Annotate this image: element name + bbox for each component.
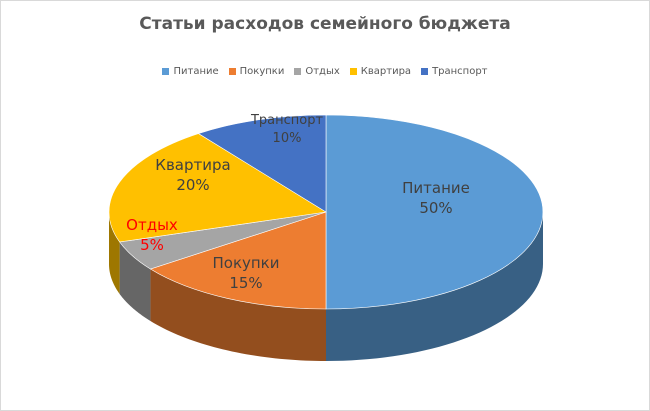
slice-category-label: Квартира (155, 156, 230, 174)
slice-value-label: 10% (273, 131, 302, 146)
slice-category-label: Питание (402, 179, 470, 197)
legend-item: Питание (162, 66, 219, 77)
legend-label: Квартира (360, 66, 412, 77)
slice-value-label: 20% (176, 176, 209, 194)
slice-category-label: Отдых (126, 216, 178, 234)
legend-swatch (162, 68, 170, 75)
pie-slice-side-2 (150, 269, 326, 361)
slice-value-label: 50% (419, 199, 452, 217)
pie-slice-Квартира (108, 133, 327, 243)
pie-slice-Покупки (149, 211, 327, 310)
legend-label: Питание (173, 66, 219, 77)
slice-category-label: Покупки (212, 254, 279, 272)
slice-category-label: Транспорт (250, 113, 324, 128)
legend-item: Квартира (349, 66, 412, 77)
legend-swatch (294, 68, 302, 75)
legend-label: Отдых (305, 66, 340, 77)
legend-item: Покупки (228, 66, 285, 77)
legend-swatch (349, 68, 357, 75)
chart-legend: Питание Покупки Отдых Квартира Транспорт (0, 66, 650, 77)
chart-title: Статьи расходов семейного бюджета (139, 14, 511, 34)
legend-label: Покупки (239, 66, 285, 77)
pie-slice-Транспорт (197, 114, 327, 213)
legend-label: Транспорт (432, 66, 488, 77)
legend-item: Транспорт (421, 66, 488, 77)
pie-slice-Питание (325, 114, 544, 310)
pie-slice-side-3 (119, 241, 151, 322)
pie-slice-side-1 (326, 212, 543, 361)
legend-item: Отдых (294, 66, 340, 77)
legend-swatch (421, 68, 429, 75)
legend-swatch (228, 68, 236, 75)
slice-value-label: 5% (140, 236, 164, 254)
pie-slice-side-4 (109, 212, 120, 294)
slice-value-label: 15% (229, 274, 262, 292)
